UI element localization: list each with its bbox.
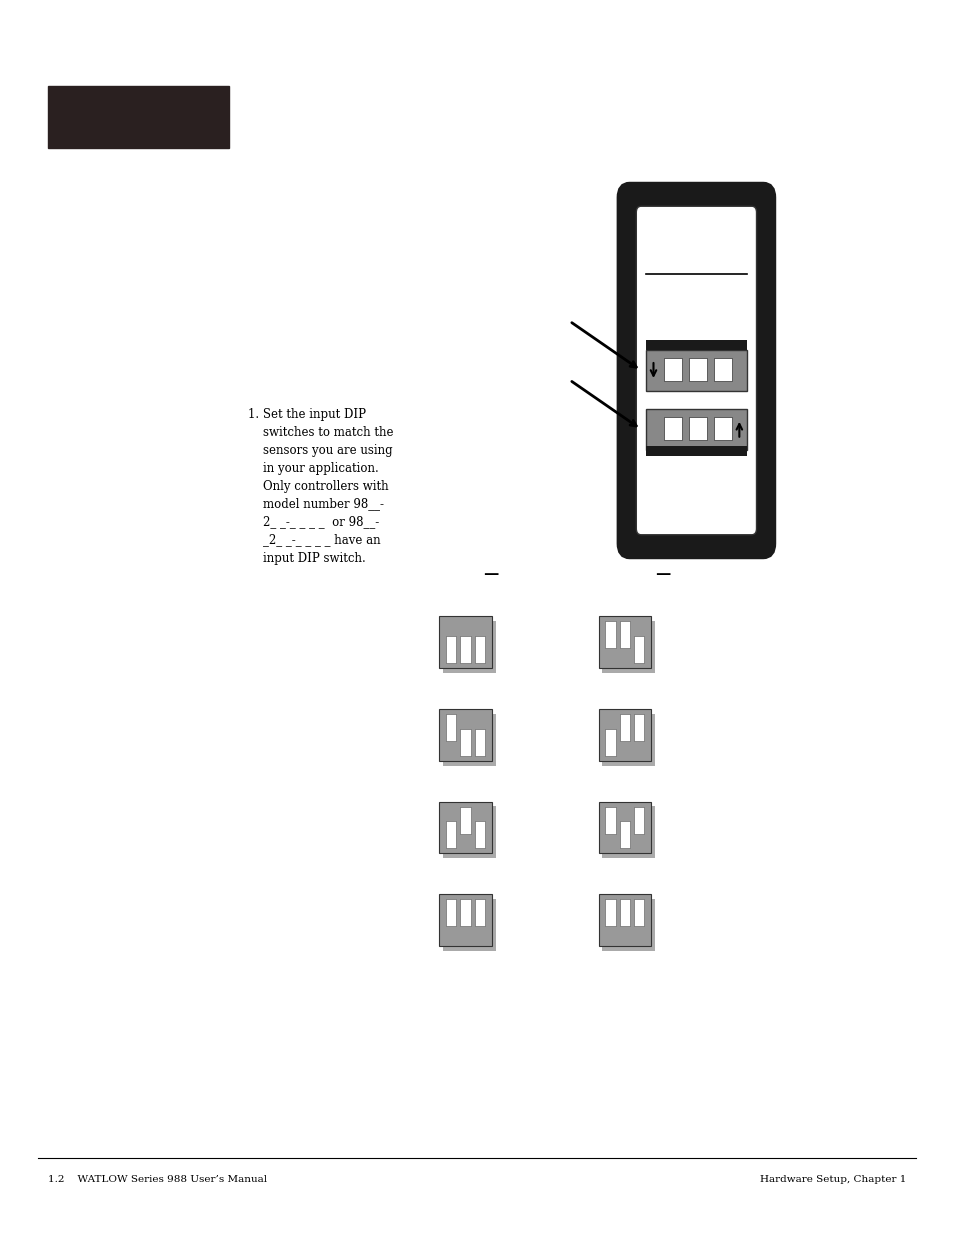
Bar [713,417,731,440]
Bar [713,358,731,380]
Bar [634,714,643,741]
Bar [645,409,746,450]
Bar [48,86,229,148]
Bar [438,894,491,946]
Bar [619,821,629,848]
Bar [460,806,470,834]
Bar [598,894,651,946]
Bar [442,714,496,766]
Bar [602,621,655,673]
Bar [446,714,456,741]
Text: 1.2    WATLOW Series 988 User’s Manual: 1.2 WATLOW Series 988 User’s Manual [48,1174,267,1184]
Bar [634,899,643,926]
Bar [688,417,706,440]
Bar [645,350,746,391]
Bar [645,340,746,350]
Bar [446,821,456,848]
Bar [619,899,629,926]
FancyBboxPatch shape [619,185,772,556]
Bar [605,806,615,834]
Bar [663,358,681,380]
Bar [438,616,491,668]
Bar [598,709,651,761]
Bar [605,621,615,648]
Bar [475,821,484,848]
Bar [475,636,484,663]
Text: 1. Set the input DIP
    switches to match the
    sensors you are using
    in : 1. Set the input DIP switches to match t… [248,408,394,564]
Bar [602,714,655,766]
Bar [634,636,643,663]
Bar [475,729,484,756]
Bar [442,806,496,858]
Bar [645,446,746,456]
Bar [438,709,491,761]
Bar [446,899,456,926]
Bar [602,806,655,858]
Bar [605,899,615,926]
Bar [460,899,470,926]
Text: Hardware Setup, Chapter 1: Hardware Setup, Chapter 1 [760,1174,905,1184]
Bar [446,636,456,663]
Bar [442,621,496,673]
Bar [688,358,706,380]
Bar [602,899,655,951]
Bar [619,621,629,648]
Bar [598,616,651,668]
Bar [438,802,491,853]
Bar [634,806,643,834]
FancyBboxPatch shape [636,206,756,535]
Bar [460,636,470,663]
Bar [460,729,470,756]
Text: —: — [655,567,670,582]
Bar [619,714,629,741]
Bar [598,802,651,853]
Bar [605,729,615,756]
Bar [663,417,681,440]
Bar [442,899,496,951]
Bar [475,899,484,926]
Text: —: — [483,567,498,582]
